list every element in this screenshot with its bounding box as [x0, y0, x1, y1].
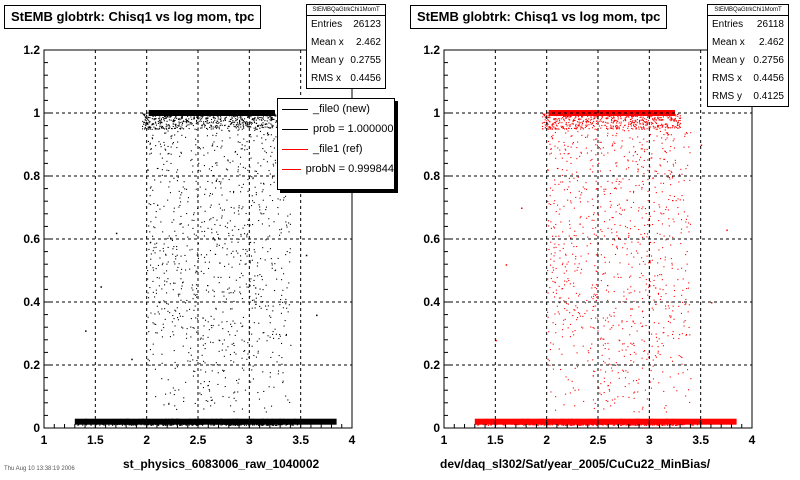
x-tick-label: 3 — [646, 433, 653, 447]
top-band — [148, 110, 275, 116]
left-panel: 1 1.5 2 2.5 3 3.5 4 0 0.2 0.4 0.6 0.8 1 1.2 StEMB glo… — [4, 4, 395, 472]
right-stats-rms-y: RMS y 0.4125 — [712, 91, 784, 102]
y-tick-label: 0 — [433, 421, 440, 435]
right-stats-mean-x: Mean x 2.462 — [712, 37, 784, 48]
right-stats-rms-x: RMS x 0.4456 — [712, 73, 784, 84]
outlier-point — [710, 302, 713, 304]
legend-line-red — [282, 148, 308, 150]
right-stats-mean-y: Mean y 0.2756 — [712, 55, 784, 66]
footer-timestamp: Thu Aug 10 13:38:19 2006 — [4, 466, 75, 472]
top-band — [548, 110, 675, 116]
right-stats-entries: Entries 26118 — [712, 19, 784, 30]
outlier-point — [726, 229, 728, 232]
left-legend: _file0 (new) prob = 1.000000 _file1 (ref… — [277, 98, 395, 190]
y-tick-label: 1.2 — [423, 43, 440, 57]
left-plot-title: StEMB globtrk: Chisq1 vs log mom, tpc — [4, 5, 262, 29]
legend-line-red — [282, 168, 301, 170]
left-stats-header: StEMBQaGtrkChi1MomT — [307, 5, 385, 16]
y-tick-label: 0 — [33, 421, 40, 435]
legend-entry-probn: probN = 0.999844 — [278, 159, 394, 179]
left-x-axis-label: st_physics_6083006_raw_1040002 — [123, 457, 320, 471]
y-tick-label: 0.4 — [423, 295, 440, 309]
right-plot-title: StEMB globtrk: Chisq1 vs log mom, tpc — [410, 5, 668, 29]
y-tick-label: 0.6 — [23, 232, 40, 246]
right-stats-header: StEMBQaGtrkChi1MomT — [708, 5, 788, 16]
x-tick-label: 1.5 — [87, 433, 104, 447]
left-stats-mean-y: Mean y 0.2755 — [311, 55, 381, 66]
x-tick-label: 1 — [441, 433, 448, 447]
right-panel: 1 1.5 2 2.5 3 3.5 4 0 0.2 0.4 0.6 0.8 1 1.2 StEMB glo… — [400, 0, 800, 480]
y-tick-label: 0.8 — [23, 169, 40, 183]
outlier-point — [115, 232, 118, 235]
left-stats-mean-x: Mean x 2.462 — [311, 37, 381, 48]
legend-line-black — [282, 128, 308, 130]
legend-entry-file1: _file1 (ref) — [278, 139, 394, 159]
right-scatter-plot: 1 1.5 2 2.5 3 3.5 4 0 0.2 0.4 0.6 0.8 1 1.2 — [423, 43, 756, 447]
x-tick-label: 4 — [349, 433, 356, 447]
x-tick-label: 3.5 — [292, 433, 309, 447]
outlier-point — [505, 264, 508, 266]
y-tick-label: 1 — [433, 106, 440, 120]
x-tick-label: 2.5 — [190, 433, 207, 447]
right-x-axis-label: dev/daq_sl302/Sat/year_2005/CuCu22_MinBi… — [440, 457, 711, 471]
outlier-point — [521, 207, 523, 209]
y-tick-label: 0.2 — [23, 358, 40, 372]
x-tick-label: 1.5 — [487, 433, 504, 447]
legend-entry-file0: _file0 (new) — [278, 99, 394, 119]
bottom-band — [74, 418, 337, 425]
outlier-point — [100, 286, 102, 288]
x-tick-label: 4 — [749, 433, 756, 447]
x-tick-label: 1 — [41, 433, 48, 447]
x-tick-label: 3 — [246, 433, 253, 447]
y-tick-label: 0.2 — [423, 358, 440, 372]
y-tick-label: 1 — [33, 106, 40, 120]
y-tick-label: 0.8 — [423, 169, 440, 183]
y-tick-label: 0.6 — [423, 232, 440, 246]
left-stats-rms-x: RMS x 0.4456 — [311, 73, 381, 84]
bottom-band — [474, 418, 737, 425]
x-tick-label: 3.5 — [692, 433, 709, 447]
outlier-point — [131, 358, 133, 361]
y-tick-label: 1.2 — [23, 43, 40, 57]
legend-line-black — [282, 108, 308, 110]
y-tick-label: 0.4 — [23, 295, 40, 309]
outlier-point — [316, 314, 318, 317]
outlier-point — [305, 254, 308, 257]
x-tick-label: 2 — [543, 433, 550, 447]
outlier-point — [85, 330, 87, 332]
left-stats-entries: Entries 26123 — [311, 19, 381, 30]
x-tick-label: 2.5 — [590, 433, 607, 447]
x-tick-label: 2 — [143, 433, 150, 447]
legend-entry-prob: prob = 1.000000 — [278, 119, 394, 139]
outlier-point — [495, 339, 497, 342]
outlier-point — [700, 144, 703, 146]
